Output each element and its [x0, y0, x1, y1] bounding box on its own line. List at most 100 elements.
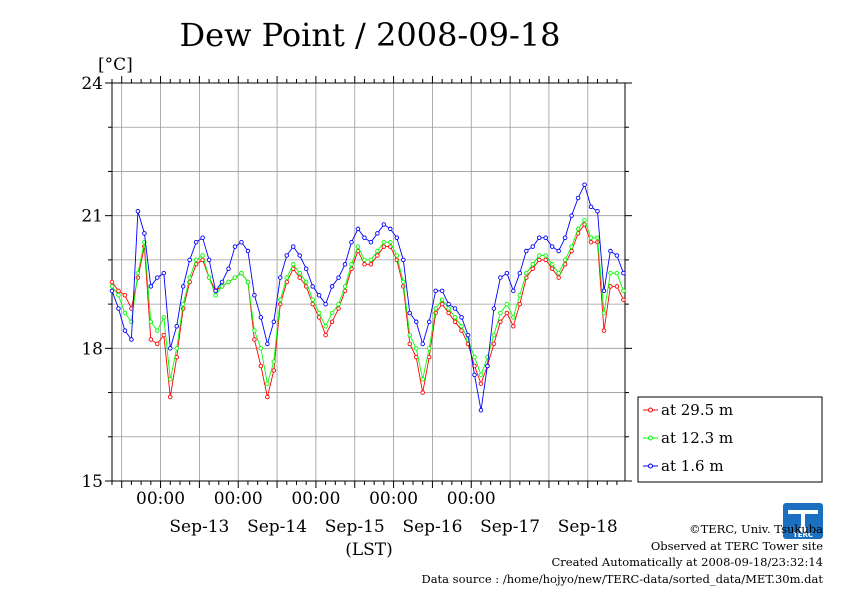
- data-point: [303, 279, 309, 285]
- legend-label: at 1.6 m: [661, 457, 724, 475]
- data-point: [381, 239, 387, 245]
- data-point: [148, 284, 154, 289]
- data-point: [375, 253, 380, 258]
- data-point: [524, 248, 529, 254]
- data-point: [219, 279, 225, 285]
- data-point: [517, 270, 523, 276]
- data-point: [498, 275, 503, 280]
- data-point: [122, 293, 128, 298]
- data-point: [297, 275, 302, 280]
- data-point: [562, 257, 568, 263]
- data-point: [265, 394, 270, 400]
- data-point: [265, 341, 270, 347]
- data-point: [336, 275, 341, 280]
- data-point: [368, 257, 374, 263]
- data-point: [265, 381, 270, 386]
- credit-copyright: ©TERC, Univ. Tsukuba: [689, 522, 823, 536]
- data-point: [161, 332, 167, 338]
- data-point: [109, 279, 115, 285]
- data-point: [446, 301, 451, 307]
- data-point: [491, 332, 497, 338]
- chart-title: Dew Point / 2008-09-18: [180, 16, 561, 54]
- data-point: [168, 394, 173, 400]
- data-point: [174, 323, 179, 329]
- x-tick-label: 00:00: [369, 489, 418, 509]
- data-point: [556, 270, 561, 276]
- data-point: [575, 195, 581, 201]
- data-point: [601, 288, 607, 294]
- data-point: [187, 275, 192, 280]
- data-point: [394, 235, 400, 241]
- data-point: [310, 284, 315, 289]
- data-point: [362, 235, 367, 241]
- data-point: [459, 315, 464, 320]
- data-point: [239, 270, 244, 276]
- data-point: [206, 275, 212, 280]
- data-point: [452, 315, 458, 320]
- data-point: [362, 257, 367, 263]
- data-point: [511, 288, 516, 294]
- legend-swatch-marker: [648, 463, 653, 469]
- data-point: [193, 257, 199, 263]
- data-point: [278, 275, 283, 280]
- series-line: [111, 183, 624, 411]
- data-point: [349, 262, 354, 267]
- legend: at 29.5 m at 12.3 m at 1.6 m: [637, 396, 823, 483]
- series-0: [109, 222, 626, 400]
- x-tick-label: 00:00: [291, 489, 340, 509]
- data-point: [368, 239, 374, 245]
- data-point: [517, 293, 523, 298]
- data-point: [362, 262, 367, 267]
- data-point: [549, 266, 555, 271]
- data-point: [504, 301, 510, 307]
- data-point: [562, 235, 568, 241]
- data-point: [135, 270, 141, 276]
- data-point: [504, 270, 510, 276]
- data-point: [536, 257, 542, 263]
- y-tick-label: 24: [81, 74, 103, 94]
- data-point: [433, 306, 438, 311]
- data-point: [161, 315, 167, 320]
- data-point: [588, 235, 594, 241]
- data-point: [316, 310, 322, 316]
- data-point: [245, 248, 251, 254]
- data-point: [459, 323, 464, 329]
- data-point: [543, 235, 548, 241]
- data-point: [239, 239, 244, 245]
- data-point: [148, 337, 154, 342]
- data-point: [258, 363, 264, 369]
- data-point: [232, 275, 238, 280]
- data-point: [446, 310, 451, 316]
- data-point: [608, 284, 613, 289]
- data-point: [420, 390, 425, 395]
- x-tick-label: 00:00: [447, 489, 496, 509]
- data-point: [213, 288, 218, 294]
- data-point: [323, 323, 328, 329]
- data-point: [116, 306, 121, 311]
- data-point: [168, 346, 173, 351]
- data-point: [200, 235, 205, 241]
- x-tick-label: 00:00: [136, 489, 185, 509]
- data-point: [452, 306, 458, 311]
- legend-swatch-marker: [648, 407, 653, 413]
- data-point: [388, 226, 393, 232]
- data-point: [148, 319, 154, 325]
- data-point: [582, 182, 587, 187]
- y-axis: 15 18 21 24: [81, 74, 632, 492]
- data-point: [381, 222, 387, 227]
- x-date-label: Sep-13: [169, 517, 229, 537]
- data-point: [180, 301, 186, 307]
- data-point: [498, 319, 503, 325]
- data-point: [491, 341, 497, 347]
- x-tick-label: 00:00: [214, 489, 263, 509]
- data-point: [465, 332, 471, 338]
- legend-label: at 12.3 m: [661, 429, 733, 447]
- data-point: [530, 244, 536, 249]
- data-point: [388, 239, 393, 245]
- data-point: [614, 253, 620, 258]
- data-point: [135, 208, 141, 214]
- y-tick-label: 21: [81, 207, 103, 227]
- data-point: [155, 328, 160, 333]
- data-point: [413, 346, 419, 351]
- series-line: [111, 219, 624, 384]
